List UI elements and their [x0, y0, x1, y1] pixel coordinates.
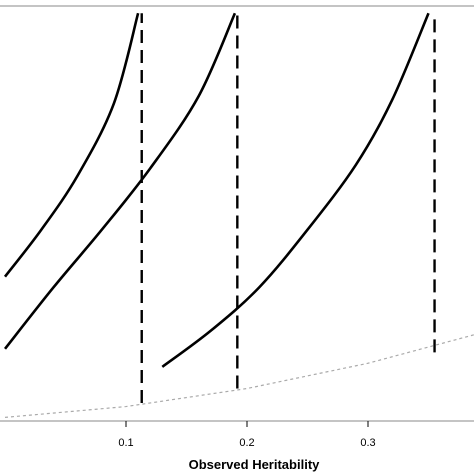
x-tick-label: 0.2 [239, 437, 254, 449]
series-3-line [161, 12, 430, 368]
x-axis-title: Observed Heritability [189, 457, 321, 472]
x-tick-label: 0.1 [118, 437, 133, 449]
ticks-layer: 0.10.20.30 [118, 421, 376, 449]
plot-frame [0, 5, 474, 422]
series-layer [3, 12, 474, 418]
series-2-line [3, 12, 237, 350]
series-7-line [4, 334, 474, 418]
x-tick-label: 0.3 [360, 437, 375, 449]
series-1-line [3, 12, 140, 278]
